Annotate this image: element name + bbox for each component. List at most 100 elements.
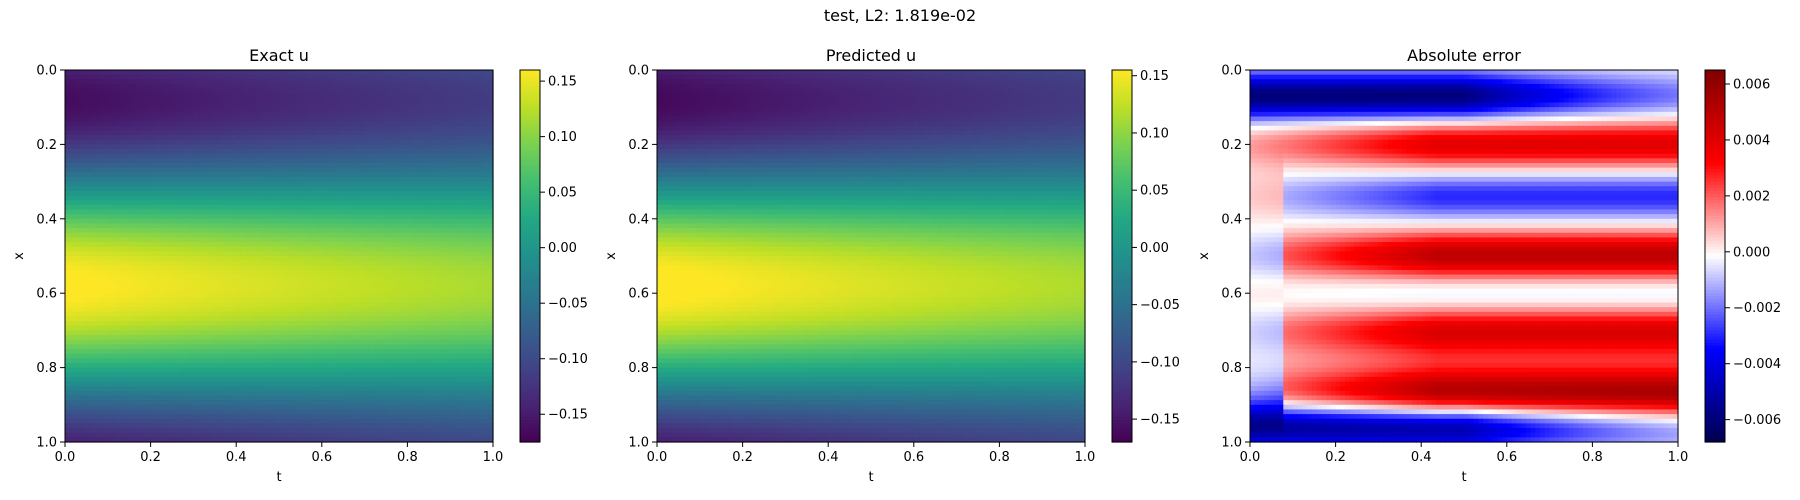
heatmap-cell [421,107,428,113]
heatmap-cell [336,167,342,173]
heatmap-cell [164,97,171,104]
heatmap-cell [440,214,447,220]
heatmap-cell [169,116,175,122]
heatmap-cell [397,228,404,234]
heatmap-cell [164,242,171,248]
heatmap-cell [326,307,332,313]
heatmap-cell [431,321,437,327]
heatmap-cell [340,256,347,262]
heatmap-cell [388,302,394,308]
heatmap-cell [107,121,114,127]
heatmap-cell [131,228,137,234]
heatmap-cell [126,153,133,159]
heatmap-cell [459,181,466,187]
heatmap-cell [255,190,261,197]
heatmap-cell [407,274,413,280]
heatmap-cell [188,256,194,262]
heatmap-cell [412,181,418,187]
heatmap-cell [383,158,389,164]
heatmap-cell [79,209,85,215]
heatmap-cell [107,200,114,206]
heatmap-cell [416,256,423,262]
heatmap-cell [359,302,366,308]
heatmap-cell [202,121,209,127]
heatmap-cell [65,149,71,155]
heatmap-cell [397,256,404,262]
heatmap-cell [259,307,266,313]
heatmap-cell [345,237,351,243]
heatmap-cell [450,283,456,290]
heatmap-cell [331,167,337,173]
heatmap-cell [340,204,347,211]
heatmap-cell [69,111,76,118]
heatmap-cell [141,218,147,225]
heatmap-cell [364,307,370,313]
heatmap-cell [245,269,252,276]
heatmap-cell [188,135,194,141]
heatmap-cell [164,130,171,136]
heatmap-cell [402,144,408,150]
heatmap-cell [421,79,428,85]
heatmap-cell [131,214,137,220]
heatmap-cell [454,149,461,155]
heatmap-cell [264,232,271,238]
heatmap-cell [416,311,423,318]
heatmap-cell [217,88,223,94]
heatmap-cell [264,153,271,159]
heatmap-cell [236,130,242,136]
heatmap-cell [98,204,104,211]
heatmap-cell [84,204,90,211]
heatmap-cell [431,135,437,141]
heatmap-cell [421,283,428,290]
heatmap-cell [65,228,71,234]
heatmap-cell [274,149,280,155]
heatmap-cell [103,321,109,327]
heatmap-cell [112,149,118,155]
heatmap-cell [426,186,432,192]
heatmap-cell [145,209,152,215]
heatmap-cell [478,223,485,229]
heatmap-cell [202,232,209,238]
heatmap-cell [378,214,385,220]
heatmap-cell [421,172,428,178]
heatmap-cell [274,269,280,276]
heatmap-cell [454,135,461,141]
heatmap-cell [145,125,152,132]
heatmap-cell [402,88,408,94]
heatmap-cell [364,288,370,294]
heatmap-cell [464,74,470,80]
heatmap-cell [440,265,447,271]
heatmap-cell [383,149,389,155]
heatmap-cell [269,74,275,80]
heatmap-cell [236,246,242,252]
heatmap-cell [245,195,252,201]
heatmap-cell [112,214,118,220]
heatmap-cell [259,167,266,173]
heatmap-cell [459,121,466,127]
heatmap-cell [336,265,342,271]
heatmap-cell [431,107,437,113]
heatmap-cell [426,149,432,155]
heatmap-cell [188,232,194,238]
heatmap-cell [421,251,428,257]
heatmap-cell [207,97,214,104]
heatmap-cell [464,316,470,322]
heatmap-cell [131,167,137,173]
heatmap-cell [269,125,275,132]
heatmap-cell [198,316,204,322]
heatmap-cell [179,149,185,155]
heatmap-cell [221,167,228,173]
heatmap-cell [245,237,252,243]
heatmap-cell [169,186,175,192]
heatmap-cell [336,218,342,225]
heatmap-cell [221,97,228,104]
heatmap-cell [383,79,389,85]
heatmap-cell [469,153,475,159]
heatmap-cell [188,70,194,76]
heatmap-cell [226,172,233,178]
heatmap-cell [312,223,318,229]
heatmap-cell [103,242,109,248]
heatmap-cell [378,163,385,169]
heatmap-cell [336,200,342,206]
heatmap-cell [307,265,313,271]
